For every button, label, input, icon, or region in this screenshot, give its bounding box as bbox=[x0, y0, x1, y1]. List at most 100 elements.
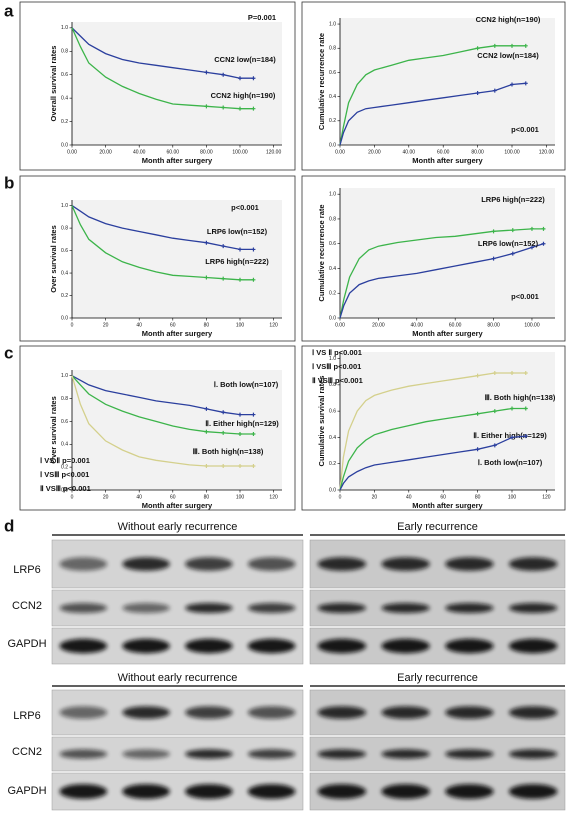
x-axis-label: Month after surgery bbox=[412, 501, 483, 510]
x-tick-label: 60.00 bbox=[449, 322, 462, 328]
y-tick-label: 0.4 bbox=[61, 442, 68, 448]
y-tick-label: 0.0 bbox=[329, 487, 336, 493]
censor-mark bbox=[238, 464, 242, 468]
x-tick-label: 80.00 bbox=[200, 149, 213, 155]
plot-area bbox=[340, 352, 555, 490]
x-tick-label: 120 bbox=[269, 322, 278, 328]
y-tick-label: 0.8 bbox=[61, 49, 68, 55]
protein-band bbox=[185, 749, 233, 759]
protein-band bbox=[445, 784, 494, 799]
x-axis-label: Month after surgery bbox=[142, 501, 213, 510]
x-tick-label: 20 bbox=[372, 494, 378, 500]
y-tick-label: 0.0 bbox=[61, 487, 68, 493]
series-label: Ⅱ. Either high(n=129) bbox=[205, 419, 279, 428]
y-tick-label: 0.8 bbox=[329, 382, 336, 388]
protein-band bbox=[59, 557, 108, 571]
censor-mark bbox=[251, 247, 256, 252]
protein-band bbox=[508, 557, 558, 571]
censor-mark bbox=[475, 447, 480, 452]
x-tick-label: 20.00 bbox=[372, 322, 385, 328]
protein-band bbox=[247, 557, 296, 571]
x-tick-label: 40.00 bbox=[411, 322, 424, 328]
censor-mark bbox=[251, 432, 256, 436]
censor-mark bbox=[238, 277, 242, 282]
censor-mark bbox=[238, 247, 242, 252]
protein-band bbox=[381, 749, 430, 759]
censor-mark bbox=[510, 371, 514, 376]
protein-band bbox=[445, 557, 494, 571]
survival-curve bbox=[339, 228, 544, 319]
y-tick-label: 0.4 bbox=[329, 266, 336, 272]
protein-band bbox=[185, 784, 233, 799]
censor-mark bbox=[238, 76, 242, 81]
censor-mark bbox=[204, 406, 209, 411]
y-axis-label: Cumulative recurrence rate bbox=[317, 204, 326, 301]
blot-group-title: Without early recurrence bbox=[118, 521, 238, 533]
x-axis-label: Month after surgery bbox=[142, 156, 213, 165]
protein-band bbox=[445, 638, 494, 654]
series-label: Ⅲ. Both high(n=138) bbox=[485, 393, 556, 402]
blot-row-label: CCN2 bbox=[12, 600, 42, 612]
protein-band bbox=[185, 602, 233, 614]
censor-mark bbox=[221, 464, 226, 468]
censor-mark bbox=[238, 412, 242, 417]
x-tick-label: 80 bbox=[204, 322, 210, 328]
protein-band bbox=[317, 557, 367, 571]
plot-area bbox=[72, 370, 282, 490]
x-tick-label: 60.00 bbox=[167, 149, 180, 155]
censor-mark bbox=[523, 43, 528, 48]
series-label: Ⅱ. Either high(n=129) bbox=[473, 431, 547, 440]
protein-band bbox=[508, 784, 558, 799]
protein-band bbox=[508, 602, 558, 614]
censor-mark bbox=[251, 412, 256, 417]
x-axis-label: Month after surgery bbox=[412, 156, 483, 165]
censor-mark bbox=[491, 256, 496, 261]
x-tick-label: 0 bbox=[339, 494, 342, 500]
annotation: p<0.001 bbox=[511, 125, 539, 134]
censor-mark bbox=[251, 76, 256, 81]
censor-mark bbox=[251, 277, 256, 282]
protein-band bbox=[317, 706, 367, 719]
y-axis-label: Cumulative survival rates bbox=[317, 376, 326, 467]
x-tick-label: 80.00 bbox=[471, 149, 484, 155]
annotation: Ⅰ VSⅢ p<0.001 bbox=[312, 362, 361, 371]
y-tick-label: 0.8 bbox=[329, 46, 336, 52]
censor-mark bbox=[221, 410, 226, 415]
panel-label: b bbox=[4, 173, 14, 192]
y-tick-label: 0.2 bbox=[61, 464, 68, 470]
blot-row-label: GAPDH bbox=[7, 638, 46, 650]
y-tick-label: 0.6 bbox=[329, 241, 336, 247]
censor-mark bbox=[221, 105, 226, 110]
series-label: LRP6 high(n=222) bbox=[205, 257, 269, 266]
protein-band bbox=[317, 602, 367, 614]
x-tick-label: 60 bbox=[440, 494, 446, 500]
x-tick-label: 40 bbox=[136, 322, 142, 328]
protein-band bbox=[59, 602, 108, 614]
y-tick-label: 0.0 bbox=[61, 142, 68, 148]
x-tick-label: 100.00 bbox=[232, 149, 248, 155]
censor-mark bbox=[475, 90, 480, 95]
censor-mark bbox=[492, 43, 497, 48]
censor-mark bbox=[204, 429, 209, 434]
protein-band bbox=[381, 557, 430, 571]
y-tick-label: 0.8 bbox=[61, 396, 68, 402]
protein-band bbox=[122, 602, 170, 614]
annotation: p<0.001 bbox=[511, 292, 539, 301]
protein-band bbox=[381, 602, 430, 614]
y-tick-label: 0.2 bbox=[329, 118, 336, 124]
annotation: p<0.001 bbox=[231, 203, 259, 212]
y-tick-label: 0.6 bbox=[61, 419, 68, 425]
protein-band bbox=[122, 749, 170, 759]
series-label: CCN2 low(n=184) bbox=[214, 55, 276, 64]
blot-group-title: Early recurrence bbox=[397, 672, 478, 684]
censor-mark bbox=[221, 244, 226, 249]
protein-band bbox=[445, 602, 494, 614]
censor-mark bbox=[204, 275, 209, 280]
series-label: Ⅲ. Both high(n=138) bbox=[193, 447, 264, 456]
censor-mark bbox=[523, 406, 528, 411]
censor-mark bbox=[510, 251, 515, 256]
protein-band bbox=[445, 749, 494, 759]
censor-mark bbox=[491, 229, 496, 234]
y-tick-label: 1.0 bbox=[329, 192, 336, 198]
x-tick-label: 80 bbox=[204, 494, 210, 500]
